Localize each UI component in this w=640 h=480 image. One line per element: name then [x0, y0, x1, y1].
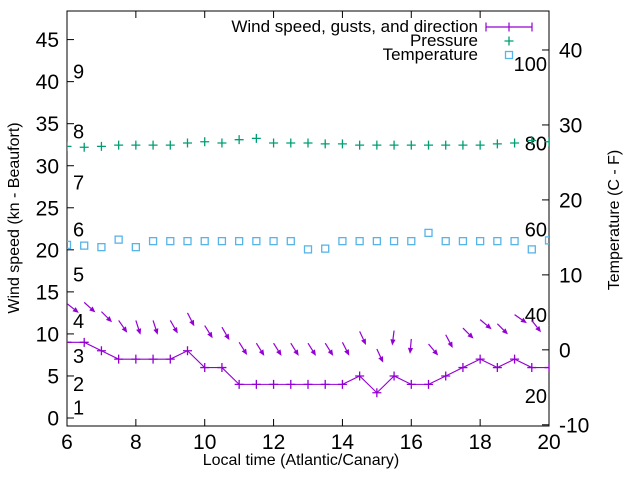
svg-text:30: 30 — [36, 155, 59, 178]
beaufort-label-9: 9 — [73, 62, 84, 84]
svg-text:14: 14 — [331, 431, 355, 454]
inner-scale-label-40: 40 — [525, 305, 547, 327]
beaufort-label-4: 4 — [73, 311, 84, 333]
svg-text:40: 40 — [36, 71, 59, 94]
inner-scale-label-100: 100 — [514, 54, 547, 76]
beaufort-label-1: 1 — [73, 397, 84, 419]
svg-text:20: 20 — [559, 189, 582, 212]
svg-text:45: 45 — [36, 29, 59, 52]
svg-text:6: 6 — [61, 431, 73, 454]
legend-item-temperature: Temperature — [382, 45, 478, 64]
svg-text:10: 10 — [193, 431, 216, 454]
x-axis-label: Local time (Atlantic/Canary) — [202, 452, 400, 469]
svg-text:-10: -10 — [559, 414, 589, 437]
y-axis-label-left: Wind speed (kn - Beaufort) — [6, 122, 23, 314]
svg-text:12: 12 — [262, 431, 285, 454]
svg-text:0: 0 — [47, 408, 59, 431]
svg-text:10: 10 — [559, 264, 582, 287]
inner-scale-label-80: 80 — [525, 134, 547, 156]
wind-direction-arrows — [67, 301, 549, 363]
beaufort-label-3: 3 — [73, 346, 84, 368]
legend-item-wind: Wind speed, gusts, and direction — [231, 17, 478, 36]
legend-item-pressure: Pressure — [409, 31, 478, 50]
svg-text:40: 40 — [559, 40, 582, 63]
svg-text:15: 15 — [36, 281, 59, 304]
inner-scale-label-20: 20 — [525, 386, 547, 408]
beaufort-label-8: 8 — [73, 121, 84, 143]
svg-text:5: 5 — [47, 366, 59, 389]
svg-text:8: 8 — [130, 431, 142, 454]
svg-text:18: 18 — [468, 431, 491, 454]
y-axis-label-right: Temperature (C - F) — [606, 149, 623, 291]
beaufort-label-7: 7 — [73, 172, 84, 194]
svg-text:0: 0 — [559, 339, 571, 362]
inner-scale-label-60: 60 — [525, 219, 547, 241]
wind-speed-series — [67, 337, 549, 398]
svg-text:10: 10 — [36, 323, 59, 346]
svg-text:16: 16 — [400, 431, 423, 454]
svg-text:35: 35 — [36, 113, 59, 136]
beaufort-label-5: 5 — [73, 264, 84, 286]
svg-text:30: 30 — [559, 115, 582, 138]
pressure-series — [67, 133, 549, 152]
svg-text:20: 20 — [36, 239, 59, 262]
legend: Wind speed, gusts, and direction Pressur… — [231, 17, 478, 64]
svg-text:20: 20 — [537, 431, 560, 454]
temperature-series — [67, 228, 549, 254]
legend-markers — [485, 22, 533, 60]
plot-border — [66, 10, 550, 427]
beaufort-label-6: 6 — [73, 219, 84, 241]
beaufort-label-2: 2 — [73, 374, 84, 396]
svg-text:25: 25 — [36, 197, 59, 220]
